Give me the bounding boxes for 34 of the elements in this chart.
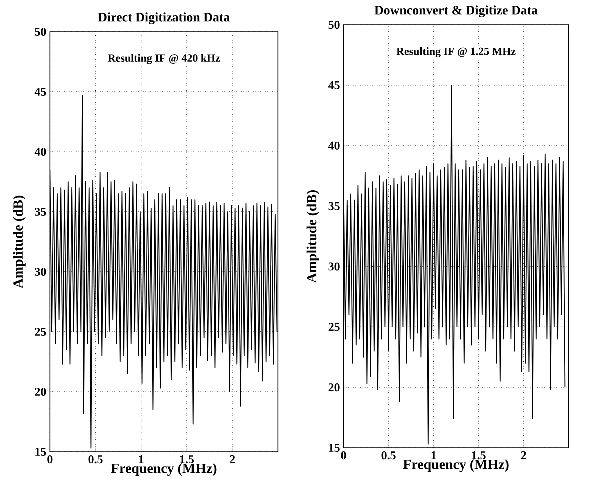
y-tick-label: 35 [35, 208, 46, 216]
y-tick-label: 30 [328, 262, 340, 271]
y-tick-label: 20 [328, 384, 340, 392]
y-axis-title: Amplitude (dB) [306, 190, 320, 284]
x-axis-title: Frequency (MHz) [111, 463, 217, 476]
y-tick-label: 50 [35, 28, 46, 36]
chart-title: Downconvert & Digitize Data [374, 6, 538, 18]
x-tick-label: 2 [230, 456, 236, 464]
y-tick-label: 25 [35, 328, 46, 336]
y-tick-label: 45 [328, 81, 340, 90]
x-tick-label: 1 [432, 452, 436, 460]
y-tick-label: 40 [328, 142, 340, 150]
y-tick-label: 25 [328, 323, 340, 332]
chart-title: Direct Digitization Data [98, 12, 230, 24]
x-tick-label: 1.5 [180, 456, 194, 464]
y-tick-label: 15 [36, 448, 46, 456]
annotation: Resulting IF @ 1.25 MHz [396, 48, 516, 58]
x-tick-label: 0 [341, 452, 346, 460]
x-tick-label: 1.5 [472, 452, 486, 460]
y-axis-title: Amplitude (dB) [13, 196, 26, 289]
y-tick-label: 30 [35, 268, 46, 276]
y-tick-label: 35 [328, 202, 340, 210]
y-tick-label: 40 [34, 148, 46, 156]
annotation: Resulting IF @ 420 kHz [108, 54, 220, 64]
x-tick-label: 1 [139, 456, 144, 464]
y-tick-label: 50 [328, 20, 340, 30]
x-tick-label: 0.5 [88, 456, 103, 464]
x-tick-label: 0 [48, 456, 53, 464]
x-axis-title: Frequency (MHz) [403, 459, 509, 472]
x-tick-label: 0.5 [382, 452, 396, 460]
x-tick-label: 2 [521, 452, 526, 460]
y-tick-label: 15 [329, 444, 340, 452]
y-tick-label: 45 [34, 88, 46, 96]
y-tick-label: 20 [35, 388, 46, 396]
